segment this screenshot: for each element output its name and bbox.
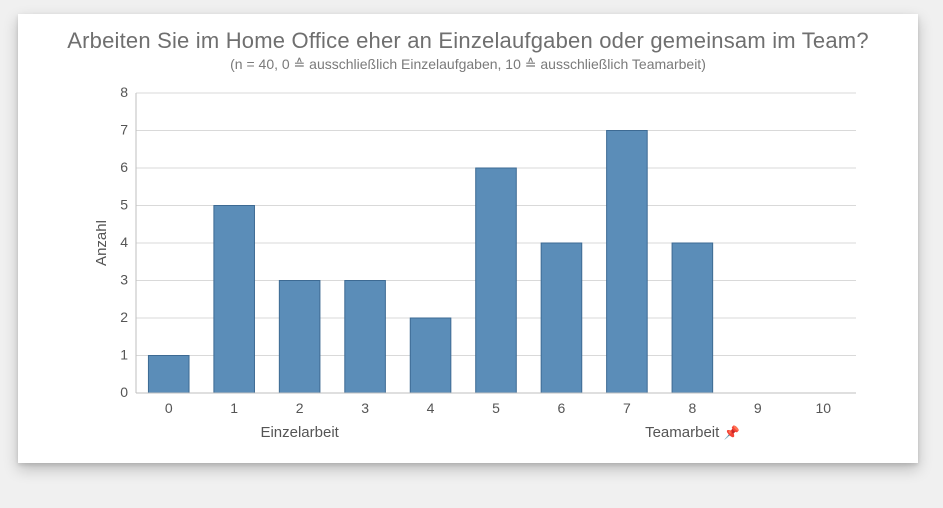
bar: [476, 168, 517, 393]
svg-text:0: 0: [165, 400, 173, 416]
svg-text:2: 2: [296, 400, 304, 416]
svg-text:1: 1: [230, 400, 238, 416]
x-axis-label-right: Teamarbeit 📌: [645, 424, 740, 441]
y-axis-label: Anzahl: [96, 220, 110, 266]
svg-text:3: 3: [120, 272, 128, 288]
bar: [345, 281, 386, 394]
svg-text:6: 6: [120, 159, 128, 175]
bar: [410, 318, 451, 393]
svg-text:1: 1: [120, 347, 128, 363]
svg-text:9: 9: [754, 400, 762, 416]
svg-text:7: 7: [120, 122, 128, 138]
bar: [279, 281, 320, 394]
chart-subtitle: (n = 40, 0 ≙ ausschließlich Einzelaufgab…: [36, 56, 900, 73]
svg-text:0: 0: [120, 384, 128, 400]
chart-plot-area: 0 1 2 3 4 5 6 7 8 0 1 2 3 4 5 6 7 8 9 10 Anzahl Einzelarbeit T…: [96, 87, 860, 445]
svg-text:7: 7: [623, 400, 631, 416]
svg-text:6: 6: [558, 400, 566, 416]
svg-text:5: 5: [492, 400, 500, 416]
pin-icon: 📌: [723, 424, 739, 440]
chart-card: Arbeiten Sie im Home Office eher an Einz…: [18, 14, 918, 463]
svg-text:8: 8: [688, 400, 696, 416]
bar-chart-svg: 0 1 2 3 4 5 6 7 8 0 1 2 3 4 5 6 7 8 9 10 Anzahl Einzelarbeit T…: [96, 87, 876, 445]
svg-text:2: 2: [120, 309, 128, 325]
x-axis-label-left: Einzelarbeit: [260, 424, 339, 441]
svg-text:10: 10: [815, 400, 831, 416]
svg-text:5: 5: [120, 197, 128, 213]
bar: [214, 206, 255, 394]
svg-text:3: 3: [361, 400, 369, 416]
bar: [607, 131, 648, 394]
bar: [148, 356, 189, 394]
bar: [672, 243, 713, 393]
svg-text:4: 4: [120, 234, 128, 250]
bar: [541, 243, 582, 393]
svg-text:4: 4: [427, 400, 435, 416]
chart-title: Arbeiten Sie im Home Office eher an Einz…: [36, 28, 900, 54]
svg-text:8: 8: [120, 87, 128, 100]
